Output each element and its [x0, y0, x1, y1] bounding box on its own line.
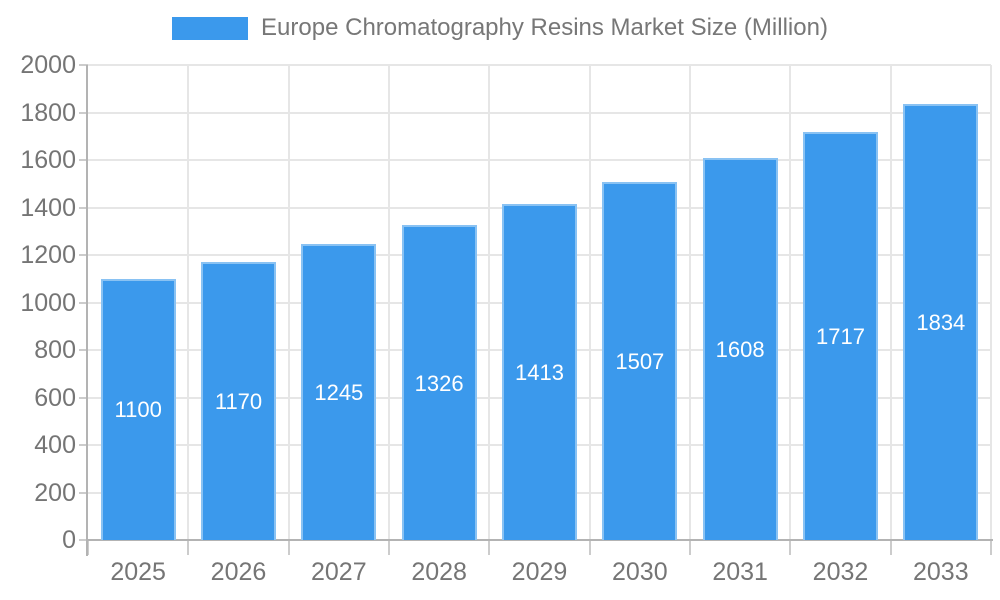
x-axis-tick — [87, 540, 89, 555]
x-axis-tick — [689, 540, 691, 555]
x-tick-label: 2031 — [712, 558, 768, 586]
gridline-vertical — [789, 65, 792, 540]
bar-value-label: 1245 — [314, 380, 364, 406]
bar: 1245 — [301, 244, 377, 540]
x-tick-label: 2032 — [812, 558, 869, 586]
y-axis-tick — [79, 111, 88, 114]
x-tick-label: 2026 — [210, 558, 267, 586]
legend-label: Europe Chromatography Resins Market Size… — [261, 14, 828, 41]
x-tick-label: 2033 — [913, 558, 969, 586]
y-axis-tick — [79, 301, 88, 304]
gridline-horizontal — [88, 64, 991, 66]
y-axis-tick — [79, 539, 88, 541]
y-axis-tick — [79, 349, 88, 351]
bar-value-label: 1717 — [816, 324, 865, 350]
y-axis-tick — [79, 159, 88, 161]
x-axis-tick — [488, 540, 491, 555]
y-tick-label: 1400 — [20, 193, 76, 222]
x-tick-label: 2028 — [411, 558, 467, 586]
gridline-horizontal — [88, 159, 991, 161]
y-tick-label: 1000 — [20, 288, 76, 317]
y-tick-label: 600 — [34, 383, 76, 412]
bar: 1608 — [702, 158, 778, 540]
gridline-vertical — [990, 65, 992, 540]
bar: 1100 — [100, 278, 176, 540]
bar-value-label: 1507 — [615, 349, 665, 375]
gridline-vertical — [388, 65, 390, 540]
gridline-horizontal — [88, 111, 991, 114]
gridline-vertical — [588, 65, 591, 540]
bar-value-label: 1834 — [916, 310, 966, 336]
x-axis-tick — [990, 540, 992, 555]
gridline-vertical — [488, 65, 491, 540]
x-axis-tick — [588, 540, 591, 555]
legend-swatch — [172, 16, 249, 40]
gridline-vertical — [689, 65, 691, 540]
bar: 1507 — [602, 182, 678, 540]
gridline-vertical — [187, 65, 190, 540]
bar-value-label: 1413 — [515, 360, 564, 386]
bar: 1834 — [903, 104, 979, 540]
y-axis-tick — [79, 444, 88, 446]
y-axis-tick — [79, 491, 88, 494]
x-tick-label: 2030 — [612, 558, 668, 586]
bar-value-label: 1326 — [414, 370, 464, 396]
y-tick-label: 1600 — [20, 146, 76, 174]
x-axis-tick — [287, 540, 290, 555]
x-tick-label: 2029 — [511, 558, 568, 586]
y-tick-label: 400 — [34, 431, 76, 459]
y-tick-label: 200 — [34, 478, 76, 507]
y-tick-label: 1200 — [20, 241, 76, 269]
y-axis-line — [86, 65, 88, 556]
x-axis-tick — [889, 540, 892, 555]
bar: 1170 — [201, 262, 276, 540]
y-axis-tick — [79, 254, 88, 256]
y-tick-label: 800 — [34, 336, 76, 364]
x-axis-tick — [388, 540, 390, 555]
bar-value-label: 1100 — [114, 397, 162, 423]
bar: 1326 — [401, 225, 477, 540]
bar-value-label: 1170 — [214, 389, 263, 415]
x-axis-line — [86, 539, 993, 541]
bar: 1717 — [803, 132, 878, 540]
x-axis-tick — [789, 540, 792, 555]
bar-value-label: 1608 — [715, 337, 765, 363]
y-tick-label: 2000 — [20, 51, 76, 79]
y-axis-tick — [79, 64, 88, 66]
gridline-vertical — [889, 65, 892, 540]
bar: 1413 — [502, 204, 577, 540]
legend[interactable]: Europe Chromatography Resins Market Size… — [0, 14, 1000, 42]
x-tick-label: 2027 — [311, 558, 367, 586]
y-tick-label: 1800 — [20, 98, 76, 127]
gridline-vertical — [287, 65, 290, 540]
x-axis-tick — [187, 540, 190, 555]
y-axis-tick — [79, 396, 88, 399]
y-axis-tick — [79, 206, 88, 209]
y-tick-label: 0 — [62, 526, 76, 554]
x-tick-label: 2025 — [110, 558, 166, 586]
